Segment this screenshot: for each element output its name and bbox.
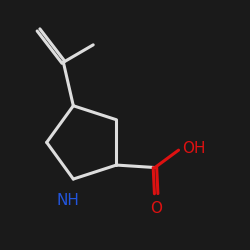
Text: O: O bbox=[150, 200, 162, 216]
Text: NH: NH bbox=[57, 193, 80, 208]
Text: OH: OH bbox=[182, 142, 206, 156]
